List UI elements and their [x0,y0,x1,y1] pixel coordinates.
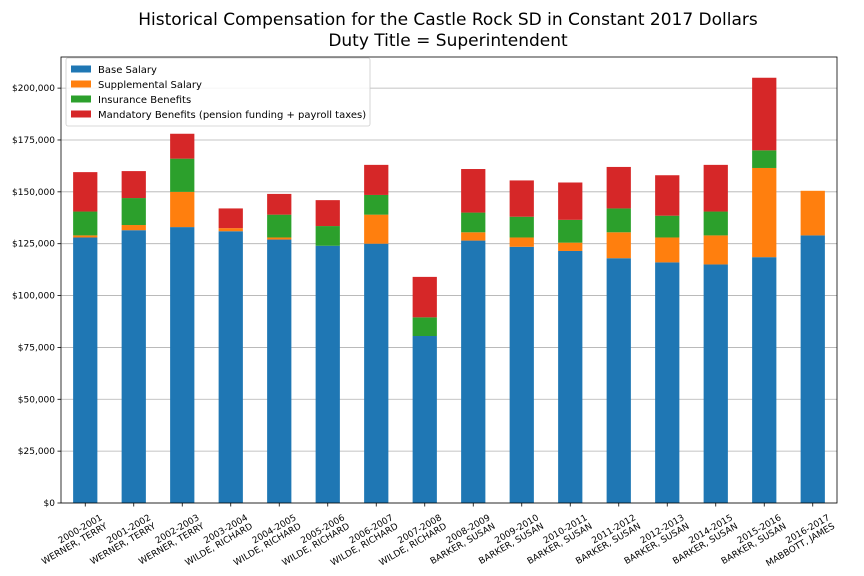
legend-label: Base Salary [98,65,157,76]
legend-swatch [71,95,91,103]
y-tick-label: $200,000 [12,84,55,94]
bar-segment [558,182,583,220]
chart-subtitle: Duty Title = Superintendent [328,31,568,51]
bar-segment [752,77,777,151]
bar-segment [752,150,777,168]
bar-segment [461,169,486,213]
bar-segment [364,243,389,503]
bar-segment [267,239,292,504]
y-tick-label: $0 [44,499,56,509]
legend-swatch [71,80,91,88]
bar-segment [606,166,631,209]
bar-segment [461,232,486,241]
bar-segment [800,190,825,236]
bar-segment [73,172,98,212]
bar-segment [267,193,292,215]
bar-segment [509,180,534,217]
y-tick-label: $100,000 [12,292,55,302]
bar-segment [655,262,680,503]
y-tick-label: $50,000 [18,395,55,405]
bar-segment [218,228,243,232]
bar-segment [315,245,340,503]
bars [73,77,825,504]
bar-segment [606,208,631,233]
y-tick-label: $175,000 [12,136,55,146]
legend-box [65,57,371,127]
bar-segment [73,237,98,503]
bar-segment [315,200,340,227]
bar-segment [412,317,437,337]
bar-segment [752,167,777,258]
legend-label: Mandatory Benefits (pension funding + pa… [98,110,366,121]
bar-segment [170,227,195,503]
bar-segment [461,212,486,233]
bar-segment [364,214,389,244]
legend-label: Insurance Benefits [98,95,191,106]
bar-segment [364,194,389,215]
bar-segment [509,246,534,503]
bar-segment [703,264,728,503]
y-tick-label: $125,000 [12,240,55,250]
bar-segment [509,237,534,247]
bar-segment [461,240,486,503]
bar-segment [121,230,146,503]
bar-segment [509,216,534,238]
legend: Base Salary Supplemental Salary Insurance … [65,57,371,127]
bar-segment [218,231,243,503]
bar-segment [558,219,583,243]
bar-segment [170,158,195,192]
bar-segment [218,208,243,229]
bar-segment [121,171,146,199]
plot-frame [60,56,838,504]
bar-segment [703,235,728,265]
bar-segment [364,164,389,195]
bar-segment [800,235,825,503]
y-tick-label: $25,000 [18,447,55,457]
bar-segment [606,232,631,259]
y-tick-label: $150,000 [12,188,55,198]
bar-segment [703,164,728,212]
bar-segment [655,237,680,263]
bar-segment [267,214,292,238]
bar-segment [412,336,437,503]
bar-segment [170,133,195,159]
bar-segment [412,276,437,318]
bar-segment [267,237,292,240]
bar-segment [655,175,680,216]
bar-segment [752,257,777,503]
y-axis-ticks: $0 $25,000 $50,000 $75,000 $100,000 $125,000 $… [12,84,61,509]
bar-segment [121,198,146,226]
legend-label: Supplemental Salary [98,80,202,91]
bar-segment [73,211,98,236]
bar-segment [315,226,340,246]
bar-segment [121,225,146,231]
bar-segment [170,191,195,228]
axes [60,56,838,504]
legend-swatch [71,110,91,118]
bar-segment [655,215,680,238]
bar-segment [73,235,98,238]
bar-segment [703,211,728,236]
chart-title: Historical Compensation for the Castle R… [138,10,758,30]
y-tick-label: $75,000 [18,343,55,353]
bar-segment [606,258,631,503]
bar-segment [558,242,583,251]
legend-swatch [71,65,91,73]
bar-segment [558,250,583,503]
